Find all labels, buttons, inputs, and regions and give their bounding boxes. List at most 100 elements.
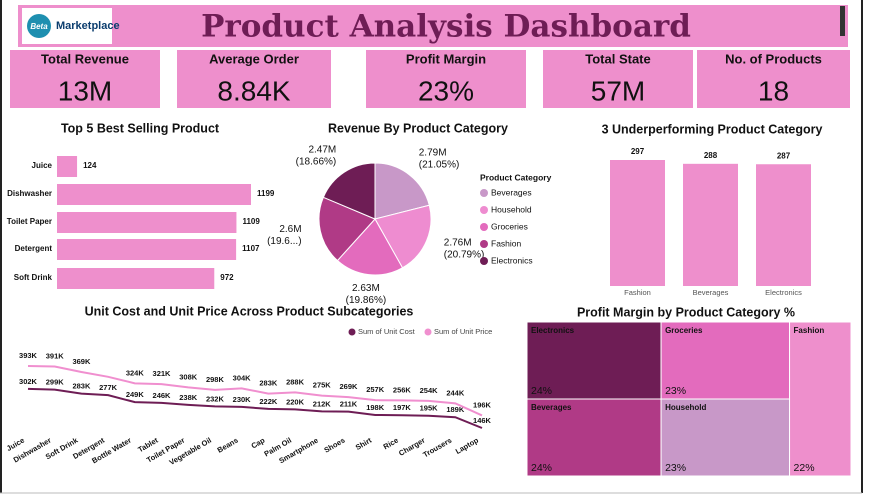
value-label: 308K [179,372,198,381]
kpi-card [177,50,331,108]
value-label: 275K [313,381,332,390]
kpi-value: 18 [758,75,789,106]
value-label: 288K [286,377,305,386]
legend-swatch [480,223,488,231]
treemap-tile [526,321,662,400]
category-label: Fashion [624,288,651,297]
tile-name: Groceries [665,326,703,335]
slice-amount: 2.79M [419,148,447,159]
value-label: 324K [126,368,145,377]
legend-swatch [480,240,488,248]
kpi-card [10,50,160,108]
logo-badge [27,14,51,38]
kpi-label: Average Order [209,51,299,66]
value-label: 972 [220,273,234,282]
tile-name: Electronics [531,326,575,335]
value-label: 222K [259,397,278,406]
value-label: 288 [704,151,718,160]
bar [57,268,215,289]
slice-percent: (20.79%) [444,250,485,261]
chart-title: Revenue By Product Category [328,121,508,135]
category-label: Soft Drink [14,273,53,282]
slice-amount: 2.76M [444,238,472,249]
value-label: 249K [126,390,145,399]
value-label: 195K [420,404,439,413]
bar [610,160,665,286]
value-label: 146K [473,416,492,425]
slice-amount: 2.63M [352,283,380,294]
value-label: 196K [473,400,492,409]
legend-label: Groceries [491,221,528,231]
chart-title: Profit Margin by Product Category % [577,305,795,319]
tile-value: 23% [665,385,686,397]
bar [57,156,78,177]
kpi-label: Total Revenue [41,51,129,66]
tile-name: Beverages [531,403,572,412]
value-label: 321K [153,369,172,378]
legend-swatch [480,189,488,197]
header-bar [18,5,848,47]
value-label: 277K [99,383,118,392]
category-label: Toilet Paper [7,217,52,226]
value-label: 220K [286,397,305,406]
legend-label: Electronics [491,255,533,265]
pie-slice [374,204,432,269]
category-label: Beverages [693,288,729,297]
value-label: 256K [393,385,412,394]
value-label: 1109 [242,217,260,226]
legend-title: Product Category [480,172,552,182]
bar [683,163,738,286]
value-label: 1199 [257,189,275,198]
pie-slice [374,162,430,220]
category-label: Juice [32,161,53,170]
kpi-label: No. of Products [725,51,822,66]
series-line [27,387,483,429]
legend-label: Beverages [491,187,532,197]
pie-slice [336,218,404,276]
category-label: Detergent [15,244,53,253]
tile-name: Fashion [794,326,825,335]
slice-percent: (21.05%) [419,160,460,171]
treemap-tile [526,398,662,477]
value-label: 238K [179,393,198,402]
value-label: 1107 [242,244,260,253]
pie-slice [322,162,376,220]
bar [57,184,251,205]
tile-name: Household [665,403,706,412]
kpi-card [543,50,693,108]
value-label: 230K [233,395,252,404]
value-label: 232K [206,394,225,403]
legend-swatch [480,257,488,265]
value-label: 302K [19,377,38,386]
legend-swatch [348,328,356,336]
kpi-value: 13M [58,75,112,106]
value-label: 197K [393,403,412,412]
value-label: 257K [366,385,385,394]
treemap-tile [660,321,791,400]
kpi-value: 23% [418,75,474,106]
slice-percent: (19.86%) [346,295,387,306]
treemap-tile [789,321,852,477]
value-label: 189K [446,405,465,414]
value-label: 269K [340,382,359,391]
category-label: Dishwasher [7,189,52,198]
value-label: 393K [19,351,38,360]
value-label: 246K [153,391,172,400]
slice-amount: 2.6M [279,224,301,235]
value-label: 299K [46,378,65,387]
tile-value: 24% [531,462,552,474]
value-label: 283K [259,379,278,388]
value-label: 254K [420,386,439,395]
legend-label: Sum of Unit Price [434,327,492,336]
chart-title: 3 Underperforming Product Category [602,122,823,136]
bar [57,239,237,260]
legend-label: Household [491,204,532,214]
legend-swatch [424,328,432,336]
bar [57,212,237,233]
legend-label: Fashion [491,238,522,248]
kpi-label: Total State [585,51,651,66]
treemap-tile [660,398,791,477]
value-label: 283K [72,382,91,391]
slice-percent: (19.6...) [267,236,301,247]
